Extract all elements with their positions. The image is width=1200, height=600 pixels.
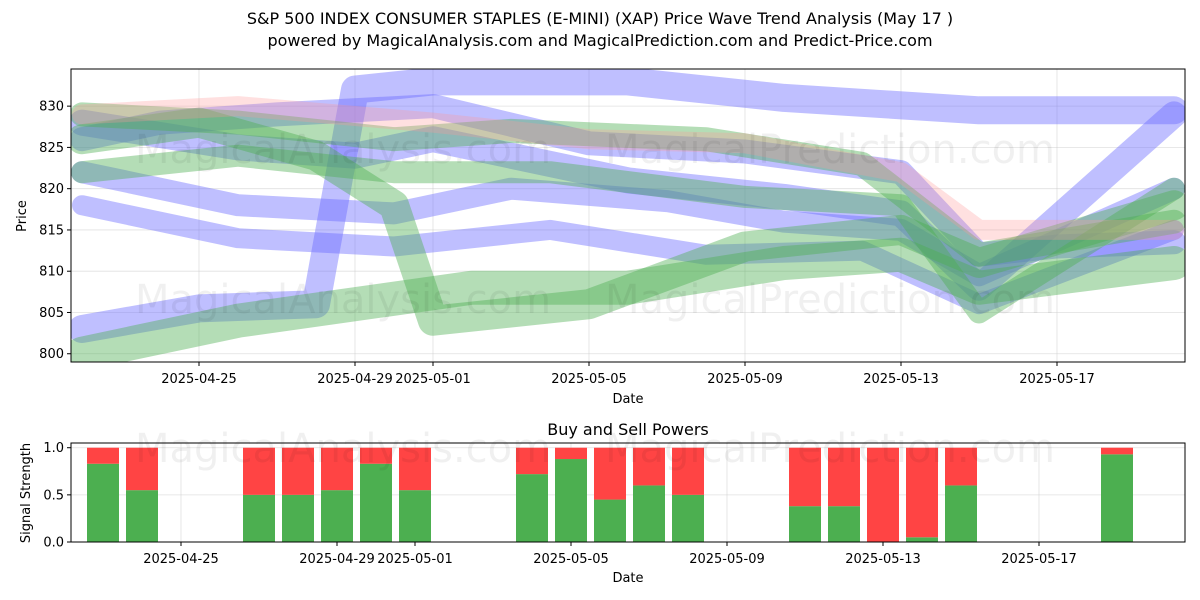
price-plot-frame — [70, 68, 1186, 363]
signal-x-tick-label: 2025-05-13 — [845, 552, 921, 567]
sell-bar — [906, 447, 938, 538]
signal-y-tick-label: 0.5 — [43, 488, 64, 503]
price-y-tick-label: 830 — [39, 100, 64, 115]
price-y-tick-label: 805 — [39, 306, 64, 321]
price-wave-band-green — [71, 237, 1185, 362]
price-y-axis: 800 805 810 815 820 825 830 — [39, 100, 71, 362]
price-x-axis: 2025-04-25 2025-04-29 2025-05-01 2025-05-05… — [161, 362, 1095, 387]
chart-subtitle: powered by MagicalAnalysis.com and Magic… — [267, 31, 933, 50]
price-x-tick-label: 2025-04-25 — [161, 372, 237, 387]
buy-bar — [516, 474, 548, 542]
buy-bar — [282, 494, 314, 542]
buy-bar — [633, 485, 665, 542]
buy-bar — [399, 490, 431, 542]
signal-x-tick-label: 2025-05-01 — [377, 552, 453, 567]
price-x-tick-label: 2025-05-05 — [551, 372, 627, 387]
buy-bar — [1101, 454, 1133, 542]
sell-bar — [87, 447, 119, 464]
price-x-tick-label: 2025-04-29 — [317, 372, 393, 387]
sell-bar — [360, 447, 392, 464]
price-x-tick-label: 2025-05-09 — [707, 372, 783, 387]
sell-bar — [555, 447, 587, 460]
price-y-tick-label: 820 — [39, 182, 64, 197]
buy-bar — [789, 506, 821, 542]
price-x-label: Date — [612, 392, 643, 407]
price-wave-band-green — [71, 102, 1185, 267]
signal-x-tick-label: 2025-05-09 — [689, 552, 765, 567]
sell-bar — [399, 447, 431, 491]
signal-chart-title: Buy and Sell Powers — [547, 420, 709, 439]
buy-bar — [360, 463, 392, 542]
signal-x-label: Date — [612, 571, 643, 586]
buy-bar — [243, 494, 275, 542]
signal-y-tick-label: 1.0 — [43, 441, 64, 456]
buy-bar — [828, 506, 860, 542]
price-x-tick-label: 2025-05-13 — [863, 372, 939, 387]
signal-y-tick-label: 0.0 — [43, 536, 64, 551]
sell-bar — [126, 447, 158, 491]
price-wave-band-blue — [71, 161, 1185, 287]
buy-bar — [126, 490, 158, 542]
sell-bar — [243, 447, 275, 495]
watermark-bottom-left: MagicalAnalysis.com — [135, 426, 551, 472]
watermark-top-left: MagicalAnalysis.com — [135, 127, 551, 173]
price-wave-band-green — [71, 144, 1185, 324]
watermark-top-right: MagicalPrediction.com — [605, 127, 1055, 173]
signal-x-tick-label: 2025-05-05 — [533, 552, 609, 567]
price-wave-band-red — [72, 96, 1184, 240]
price-y-tick-label: 825 — [39, 141, 64, 156]
price-wave-band-green — [71, 107, 1185, 336]
price-wave-band-blue — [71, 101, 1185, 301]
signal-plot-frame — [70, 442, 1186, 543]
sell-bar — [282, 447, 314, 495]
sell-bar — [321, 447, 353, 491]
buy-bar — [945, 485, 977, 542]
price-y-label: Price — [15, 200, 30, 232]
sell-bar — [516, 447, 548, 475]
buy-bar — [906, 537, 938, 542]
sell-bar — [867, 447, 899, 542]
signal-y-axis: 0.0 0.5 1.0 — [43, 441, 71, 551]
price-gridlines — [71, 69, 1185, 362]
sell-bar — [633, 447, 665, 486]
sell-bar — [1101, 447, 1133, 455]
chart-title: S&P 500 INDEX CONSUMER STAPLES (E-MINI) … — [246, 9, 954, 28]
watermark-mid-right: MagicalPrediction.com — [605, 277, 1055, 323]
sell-bar — [594, 447, 626, 500]
price-y-tick-label: 815 — [39, 223, 64, 238]
buy-bar — [594, 499, 626, 542]
signal-x-tick-label: 2025-05-17 — [1001, 552, 1077, 567]
buy-bar — [321, 490, 353, 542]
sell-bar — [828, 447, 860, 507]
buy-bar — [672, 494, 704, 542]
signal-x-tick-label: 2025-04-29 — [299, 552, 375, 567]
price-x-tick-label: 2025-05-17 — [1019, 372, 1095, 387]
watermark-mid-left: MagicalAnalysis.com — [135, 277, 551, 323]
signal-bars — [87, 447, 1133, 542]
buy-bar — [555, 459, 587, 542]
signal-x-tick-label: 2025-04-25 — [143, 552, 219, 567]
sell-bar — [945, 447, 977, 486]
price-wave-bands — [71, 69, 1185, 362]
price-x-tick-label: 2025-05-01 — [395, 372, 471, 387]
price-wave-band-blue — [71, 94, 1185, 267]
price-y-tick-label: 810 — [39, 265, 64, 280]
watermark-bottom-right: MagicalPrediction.com — [605, 426, 1055, 472]
signal-x-axis: 2025-04-25 2025-04-29 2025-05-01 2025-05-05… — [143, 542, 1077, 567]
price-y-tick-label: 800 — [39, 347, 64, 362]
price-wave-band-blue — [71, 69, 1185, 343]
price-wave-band-blue — [72, 195, 1184, 315]
buy-bar — [87, 463, 119, 542]
sell-bar — [789, 447, 821, 507]
sell-bar — [672, 447, 704, 495]
signal-y-label: Signal Strength — [19, 443, 34, 543]
